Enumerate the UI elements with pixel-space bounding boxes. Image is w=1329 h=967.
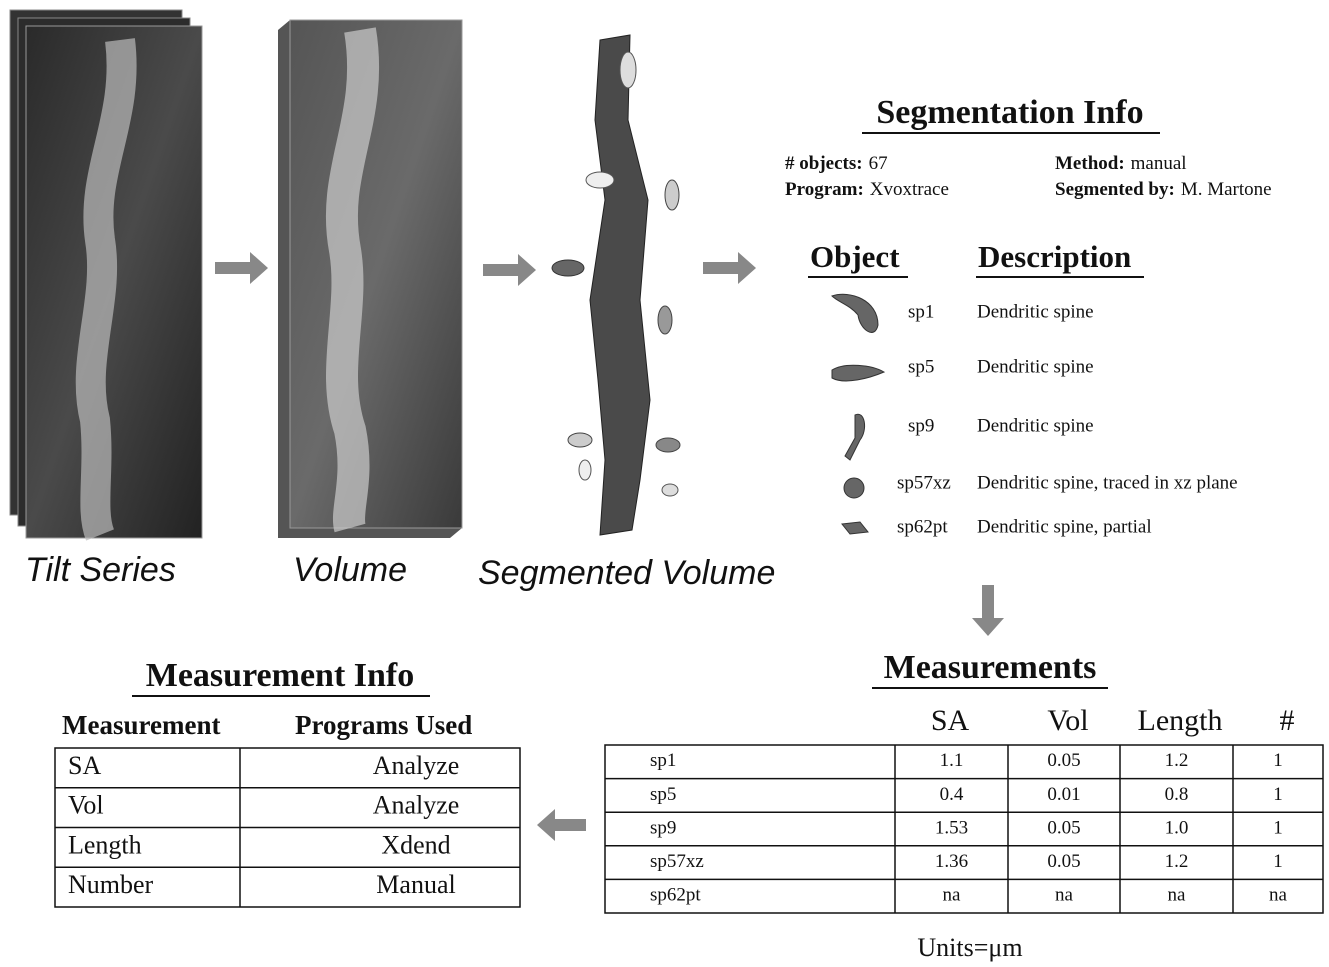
object-name: sp9 <box>908 415 934 436</box>
table-cell: 1.0 <box>1165 817 1189 838</box>
table-cell: Length <box>68 830 142 859</box>
table-cell: 0.4 <box>940 784 964 805</box>
table-cell: sp62pt <box>650 885 701 906</box>
column-header: # <box>1280 704 1295 737</box>
table-cell: na <box>943 885 962 906</box>
table-cell: 0.05 <box>1047 851 1080 872</box>
section-title: Measurement Info <box>146 657 415 694</box>
table-cell: 0.05 <box>1047 817 1080 838</box>
info-field: Method: manual <box>1055 153 1187 174</box>
table-cell: 1.1 <box>940 750 964 771</box>
table-cell: 1.2 <box>1165 851 1189 872</box>
table-cell: SA <box>68 751 101 780</box>
table-cell: Analyze <box>373 791 460 820</box>
table-cell: sp57xz <box>650 851 704 872</box>
table-cell: Xdend <box>381 830 450 859</box>
segmented-volume-image <box>552 35 680 535</box>
stage-label: Tilt Series <box>25 551 176 589</box>
column-header: SA <box>931 704 970 737</box>
field-value: 67 <box>869 153 888 174</box>
table-cell: sp9 <box>650 817 676 838</box>
section-title: Measurements <box>884 649 1097 686</box>
table-cell: 1.36 <box>935 851 968 872</box>
table-cell: 1 <box>1273 817 1283 838</box>
table-cell: sp5 <box>650 784 676 805</box>
field-label: Method: <box>1055 153 1125 174</box>
info-field: Program: Xvoxtrace <box>785 179 949 200</box>
column-header: Description <box>978 239 1131 274</box>
volume-image <box>278 20 462 538</box>
stage-label: Volume <box>293 551 407 589</box>
object-name: sp62pt <box>897 516 948 537</box>
tilt-series-image <box>10 10 202 538</box>
table-cell: Manual <box>376 870 455 899</box>
object-icons <box>832 294 884 534</box>
field-label: Program: <box>785 179 864 200</box>
object-name: sp5 <box>908 356 934 377</box>
field-label: Segmented by: <box>1055 179 1175 200</box>
table-cell: 1 <box>1273 750 1283 771</box>
table-cell: sp1 <box>650 750 676 771</box>
section-title: Segmentation Info <box>876 94 1143 131</box>
column-header: Measurement <box>62 710 220 740</box>
object-description: Dendritic spine, traced in xz plane <box>977 472 1238 493</box>
figure: Tilt Series Volume Segmented Volume Segment… <box>0 0 1329 967</box>
table-cell: Vol <box>68 791 104 820</box>
table-cell: Analyze <box>373 751 460 780</box>
table-cell: 1.53 <box>935 817 968 838</box>
object-name: sp57xz <box>897 472 951 493</box>
object-description: Dendritic spine, partial <box>977 516 1152 537</box>
column-header: Vol <box>1047 704 1088 737</box>
table-cell: 0.01 <box>1047 784 1080 805</box>
field-value: Xvoxtrace <box>870 179 949 200</box>
table-cell: 1.2 <box>1165 750 1189 771</box>
object-description: Dendritic spine <box>977 356 1094 377</box>
object-description: Dendritic spine <box>977 415 1094 436</box>
column-header: Programs Used <box>295 710 472 740</box>
table-cell: Number <box>68 870 154 899</box>
table-cell: na <box>1055 885 1074 906</box>
object-description: Dendritic spine <box>977 301 1094 322</box>
table-cell: 1 <box>1273 851 1283 872</box>
field-value: manual <box>1131 153 1187 174</box>
stage-label: Segmented Volume <box>478 554 775 592</box>
table-cell: na <box>1168 885 1187 906</box>
info-field: Segmented by: M. Martone <box>1055 179 1272 200</box>
column-header: Object <box>810 239 900 274</box>
table-cell: 0.05 <box>1047 750 1080 771</box>
table-cell: na <box>1269 885 1288 906</box>
field-value: M. Martone <box>1181 179 1272 200</box>
object-name: sp1 <box>908 301 934 322</box>
table-cell: 1 <box>1273 784 1283 805</box>
column-header: Length <box>1138 704 1223 737</box>
table-cell: 0.8 <box>1165 784 1189 805</box>
units-note: Units=μm <box>917 933 1022 962</box>
field-label: # objects: <box>785 153 863 174</box>
info-field: # objects: 67 <box>785 153 888 174</box>
